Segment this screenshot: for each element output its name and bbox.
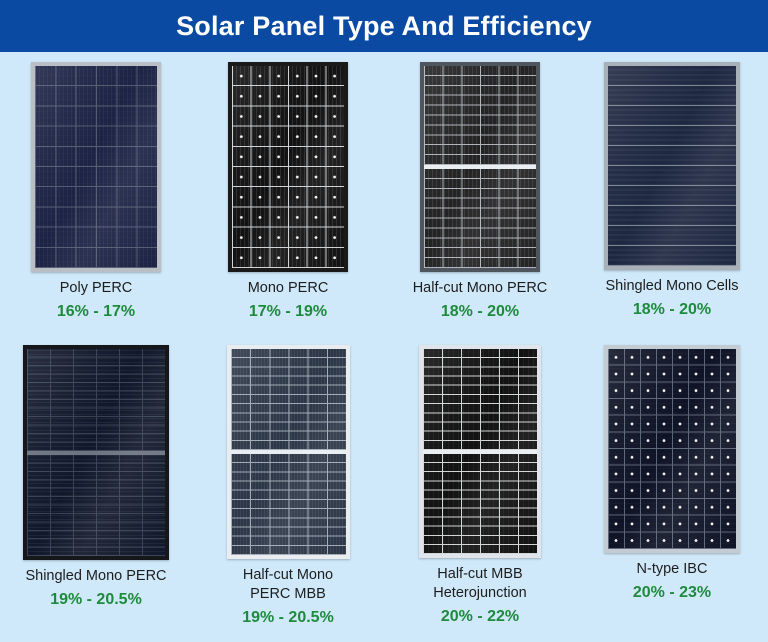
panel-efficiency-value: 19% - 20.5% xyxy=(50,591,142,609)
panel-laminate xyxy=(27,349,165,556)
panel-type-label: Mono PERC xyxy=(247,280,329,296)
cell-grid xyxy=(424,66,536,165)
panel-efficiency-value: 19% - 20.5% xyxy=(242,609,334,627)
panel-laminate xyxy=(608,349,736,549)
panel-type-label: Shingled Mono PERC xyxy=(25,568,167,584)
panel-upper-half xyxy=(27,349,165,451)
cell-grid xyxy=(608,66,736,266)
solar-panel-poly-perc xyxy=(31,62,161,272)
panel-lower-half xyxy=(423,453,537,554)
header-bar: Solar Panel Type And Efficiency xyxy=(0,0,768,52)
cell-grid xyxy=(423,453,537,554)
busbar-dots xyxy=(232,66,344,268)
solar-panel-half-cut-mbb-heterojunction xyxy=(419,345,541,558)
cell-grid xyxy=(35,66,157,268)
panel-efficiency-value: 16% - 17% xyxy=(56,303,136,321)
panel-efficiency-value: 20% - 23% xyxy=(632,584,712,602)
panel-cell-array xyxy=(35,66,157,268)
cell-grid xyxy=(230,349,346,450)
page-title: Solar Panel Type And Efficiency xyxy=(176,10,592,41)
panel-laminate xyxy=(35,66,157,268)
panel-card-poly-perc: Poly PERC 16% - 17% xyxy=(0,52,192,335)
panel-laminate xyxy=(608,66,736,266)
solar-panel-half-cut-mono-perc xyxy=(420,62,540,272)
panel-card-n-type-ibc: N-type IBC 20% - 23% xyxy=(576,335,768,642)
panel-efficiency-value: 20% - 22% xyxy=(440,608,520,626)
solar-panel-mono-perc xyxy=(228,62,348,272)
panel-card-half-cut-mono-perc-mbb: Half-cut Mono PERC MBB 19% - 20.5% xyxy=(192,335,384,642)
half-cut-divider xyxy=(27,450,165,455)
panel-upper-half xyxy=(423,349,537,450)
half-cut-divider xyxy=(230,450,346,454)
panel-lower-half xyxy=(230,454,346,555)
cell-grid xyxy=(424,169,536,268)
panel-cell-array xyxy=(608,349,736,549)
panel-card-mono-perc: Mono PERC 17% - 19% xyxy=(192,52,384,335)
panel-cell-array xyxy=(232,66,344,268)
half-cut-divider xyxy=(423,449,537,454)
panel-cell-array xyxy=(608,66,736,266)
panel-lower-half xyxy=(424,169,536,268)
panel-type-label: Half-cut Mono PERC xyxy=(412,280,548,296)
panel-type-label: N-type IBC xyxy=(636,561,708,577)
cell-grid xyxy=(230,454,346,555)
busbar-dots xyxy=(608,349,736,549)
panel-laminate xyxy=(423,349,537,554)
panel-grid: Poly PERC 16% - 17% Mono PERC 17% - 19% Half… xyxy=(0,52,768,642)
solar-panel-shingled-mono-cells xyxy=(604,62,740,270)
panel-efficiency-value: 17% - 19% xyxy=(248,303,328,321)
panel-card-half-cut-mbb-heterojunction: Half-cut MBB Heterojunction 20% - 22% xyxy=(384,335,576,642)
solar-panel-n-type-ibc xyxy=(604,345,740,553)
cell-grid xyxy=(27,349,165,451)
panel-type-label: Half-cut MBB Heterojunction xyxy=(433,566,527,602)
panel-type-label: Poly PERC xyxy=(59,280,133,296)
panel-type-label: Half-cut Mono PERC MBB xyxy=(242,567,334,603)
solar-panel-half-cut-mono-perc-mbb xyxy=(226,345,350,559)
panel-laminate xyxy=(232,66,344,268)
cell-grid xyxy=(423,349,537,450)
panel-laminate xyxy=(230,349,346,555)
cell-grid xyxy=(27,454,165,556)
panel-lower-half xyxy=(27,454,165,556)
panel-upper-half xyxy=(230,349,346,450)
panel-type-label: Shingled Mono Cells xyxy=(605,278,739,294)
solar-panel-shingled-mono-perc xyxy=(23,345,169,560)
panel-efficiency-value: 18% - 20% xyxy=(440,303,520,321)
half-cut-divider xyxy=(424,165,536,169)
panel-card-shingled-mono-cells: Shingled Mono Cells 18% - 20% xyxy=(576,52,768,335)
panel-efficiency-value: 18% - 20% xyxy=(632,301,712,319)
panel-card-shingled-mono-perc: Shingled Mono PERC 19% - 20.5% xyxy=(0,335,192,642)
panel-laminate xyxy=(424,66,536,268)
panel-card-half-cut-mono-perc: Half-cut Mono PERC 18% - 20% xyxy=(384,52,576,335)
panel-upper-half xyxy=(424,66,536,165)
